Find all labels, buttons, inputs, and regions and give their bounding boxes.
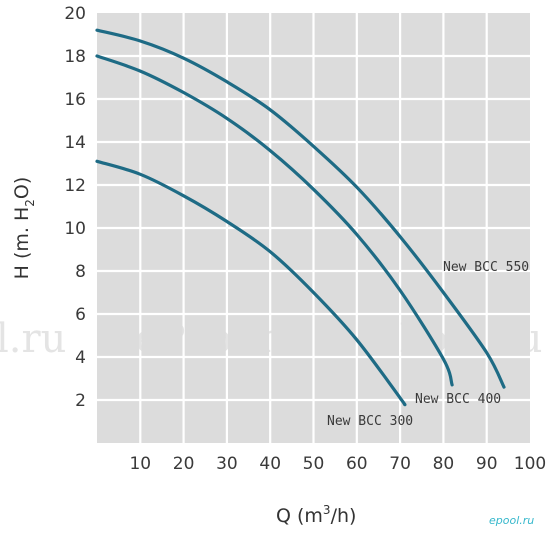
x-tick-label: 80 (433, 454, 455, 474)
y-tick-label: 10 (64, 219, 86, 239)
series-line-new-bcc-400 (95, 54, 454, 387)
x-tick-label: 40 (259, 454, 281, 474)
y-tick-label: 14 (64, 133, 86, 153)
y-tick-label: 12 (64, 176, 86, 196)
y-tick-label: 6 (75, 305, 86, 325)
grid (97, 13, 530, 443)
x-tick-label: 70 (389, 454, 411, 474)
tick-labels: 10 20 30 40 50 60 70 80 90 100 2 4 6 8 10 12 14 16 18 20 (64, 4, 546, 474)
y-tick-label: 20 (64, 4, 86, 24)
x-tick-label: 20 (173, 454, 195, 474)
watermark-layer: l.ru ePool.ru ePool.ru (0, 316, 543, 362)
y-axis-title: H (m. H2O) (11, 177, 37, 280)
y-tick-label: 4 (75, 348, 86, 368)
x-tick-label: 100 (514, 454, 546, 474)
series-label-new-bcc-300: New BCC 300 (327, 414, 413, 429)
series-label-new-bcc-550: New BCC 550 (443, 260, 529, 275)
x-tick-label: 50 (303, 454, 325, 474)
x-tick-label: 60 (346, 454, 368, 474)
series-label-new-bcc-400: New BCC 400 (415, 392, 501, 407)
x-tick-label: 30 (216, 454, 238, 474)
watermark-text: ePool.ru (375, 316, 543, 362)
series-lines (95, 28, 506, 407)
x-tick-label: 90 (476, 454, 498, 474)
series-line-new-bcc-300 (95, 159, 407, 407)
y-tick-label: 18 (64, 47, 86, 67)
watermark-text: ePool.ru (135, 316, 303, 362)
x-tick-label: 10 (129, 454, 151, 474)
y-tick-label: 16 (64, 90, 86, 110)
site-logo: epool.ru (489, 514, 534, 527)
y-tick-label: 8 (75, 262, 86, 282)
y-tick-label: 2 (75, 391, 86, 411)
watermark-text: l.ru (0, 316, 66, 362)
x-axis-title: Q (m3/h) (276, 503, 356, 527)
series-line-new-bcc-550 (95, 28, 506, 389)
